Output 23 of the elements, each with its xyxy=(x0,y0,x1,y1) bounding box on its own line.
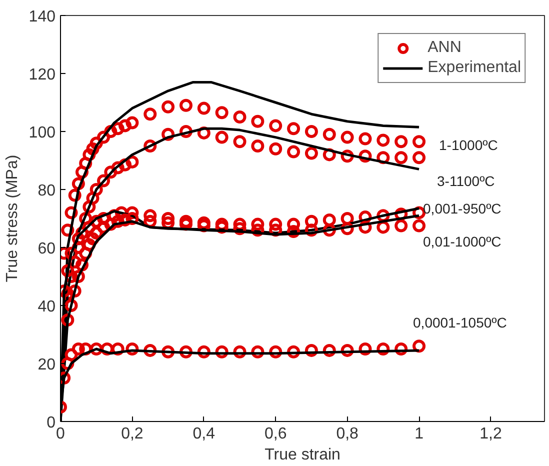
x-axis-title: True strain xyxy=(264,446,340,464)
x-tick-label: 0,6 xyxy=(264,426,287,442)
y-tick-label: 60 xyxy=(38,240,56,258)
legend-label: ANN xyxy=(428,39,462,57)
x-tick-label: 1 xyxy=(414,426,424,442)
y-tick-label: 0 xyxy=(46,414,56,432)
y-tick-label: 120 xyxy=(28,66,56,84)
x-tick-label: 0,2 xyxy=(121,426,144,442)
annotation: 3-1100ºC xyxy=(437,173,495,190)
y-axis-title: True stress (MPa) xyxy=(4,154,21,282)
annotation: 1-1000ºC xyxy=(439,137,498,154)
y-tick-label: 80 xyxy=(38,182,56,200)
y-tick-label: 40 xyxy=(38,298,56,316)
y-tick-label: 100 xyxy=(28,124,56,142)
x-tick-label: 0,4 xyxy=(192,426,216,442)
x-tick-label: 1,2 xyxy=(480,426,502,442)
annotation: 0,01-1000ºC xyxy=(423,234,502,250)
y-tick-label: 20 xyxy=(38,356,56,374)
annotation: 0,0001-1050ºC xyxy=(413,314,507,330)
y-tick-label: 140 xyxy=(28,8,56,26)
legend-label: Experimental xyxy=(428,59,521,77)
annotation: 0,001-950ºC xyxy=(423,200,502,216)
x-tick-label: 0,8 xyxy=(336,426,359,442)
